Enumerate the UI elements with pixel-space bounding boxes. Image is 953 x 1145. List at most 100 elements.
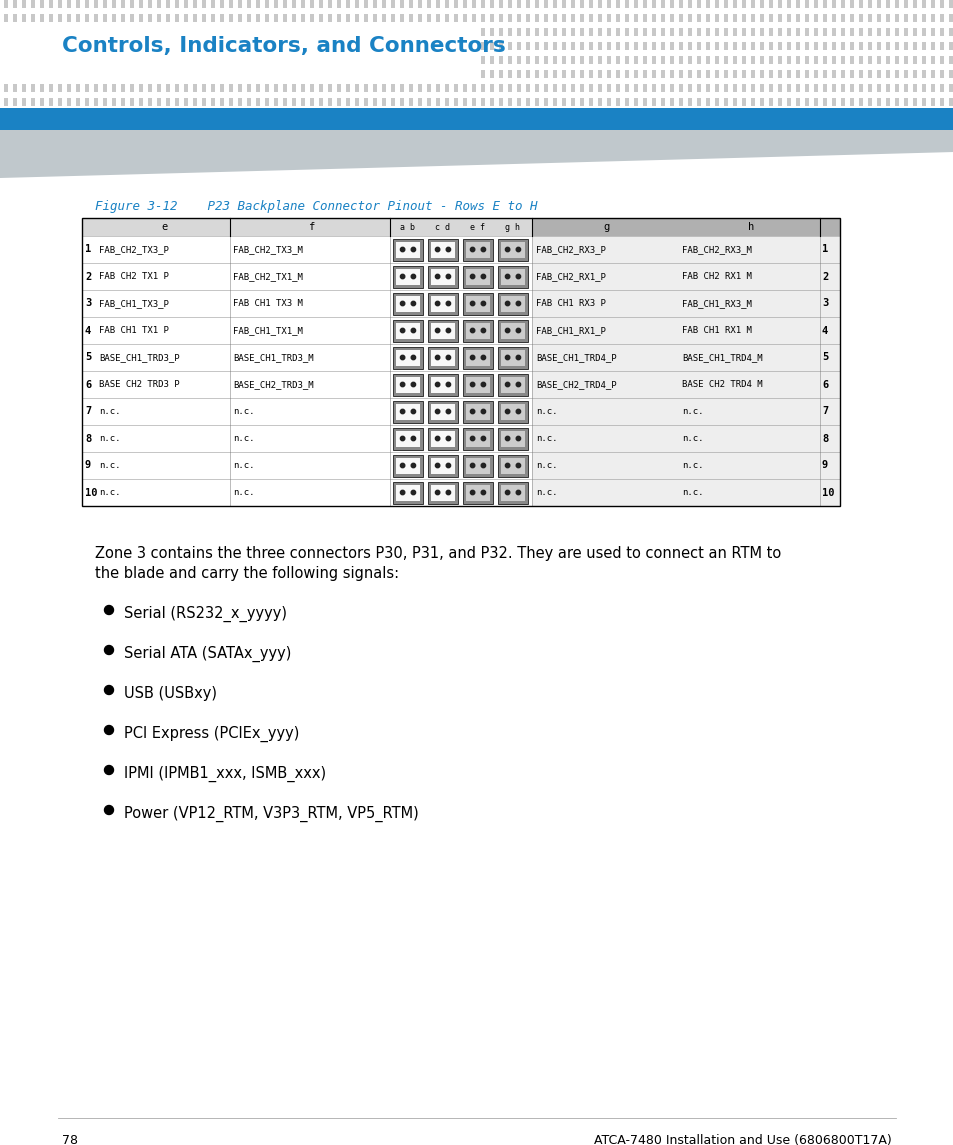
Bar — [274, 84, 277, 92]
Bar — [310, 42, 314, 50]
Bar — [184, 0, 188, 8]
Bar — [13, 84, 17, 92]
Bar — [364, 70, 368, 78]
Bar — [921, 14, 925, 22]
Circle shape — [480, 355, 485, 360]
Bar — [393, 482, 422, 504]
Bar — [40, 0, 44, 8]
Bar — [220, 70, 224, 78]
Bar — [454, 42, 457, 50]
Bar — [921, 42, 925, 50]
Bar — [310, 14, 314, 22]
Text: 10: 10 — [85, 488, 97, 497]
Bar — [417, 98, 421, 106]
Bar — [778, 14, 781, 22]
Bar — [237, 42, 242, 50]
Bar — [876, 98, 880, 106]
Bar — [49, 0, 53, 8]
Circle shape — [400, 436, 404, 441]
Bar — [355, 98, 358, 106]
Bar — [395, 268, 419, 284]
Bar — [858, 98, 862, 106]
Bar — [939, 14, 943, 22]
Bar — [112, 84, 116, 92]
Bar — [428, 427, 457, 450]
Bar — [346, 84, 350, 92]
Bar — [598, 14, 601, 22]
Bar — [202, 84, 206, 92]
Bar — [391, 98, 395, 106]
Text: f: f — [308, 222, 314, 232]
Bar — [705, 84, 709, 92]
Bar — [472, 42, 476, 50]
Bar — [634, 56, 638, 64]
Circle shape — [411, 409, 416, 413]
Bar — [462, 427, 493, 450]
Bar — [301, 56, 305, 64]
Bar — [553, 42, 557, 50]
Bar — [462, 0, 467, 8]
Text: n.c.: n.c. — [233, 461, 254, 469]
Bar — [237, 70, 242, 78]
Bar — [472, 70, 476, 78]
Bar — [598, 27, 601, 35]
Bar — [391, 14, 395, 22]
Bar — [616, 27, 619, 35]
Bar — [82, 479, 840, 506]
Bar — [431, 458, 455, 474]
Bar — [454, 70, 457, 78]
Bar — [651, 42, 656, 50]
Bar — [462, 292, 493, 315]
Bar — [428, 401, 457, 423]
Circle shape — [435, 301, 439, 306]
Bar — [885, 84, 889, 92]
Circle shape — [470, 490, 475, 495]
Bar — [318, 56, 323, 64]
Bar — [274, 56, 277, 64]
Bar — [103, 42, 107, 50]
Bar — [49, 42, 53, 50]
Text: Zone 3 contains the three connectors P30, P31, and P32. They are used to connect: Zone 3 contains the three connectors P30… — [95, 546, 781, 561]
Bar — [525, 27, 530, 35]
Bar — [465, 458, 490, 474]
Bar — [894, 70, 898, 78]
Bar — [428, 347, 457, 369]
Bar — [768, 56, 772, 64]
Bar — [428, 238, 457, 261]
Text: n.c.: n.c. — [233, 488, 254, 497]
Bar — [76, 27, 80, 35]
Circle shape — [470, 464, 475, 467]
Bar — [121, 70, 125, 78]
Circle shape — [516, 247, 520, 252]
Bar — [373, 0, 376, 8]
Bar — [642, 0, 646, 8]
Bar — [130, 70, 133, 78]
Bar — [813, 14, 817, 22]
Bar — [579, 14, 583, 22]
Bar — [391, 70, 395, 78]
Bar — [571, 14, 575, 22]
Bar — [831, 0, 835, 8]
Bar — [462, 27, 467, 35]
Bar — [103, 27, 107, 35]
Bar — [82, 344, 840, 371]
Bar — [500, 484, 524, 500]
Bar — [318, 98, 323, 106]
Text: n.c.: n.c. — [536, 434, 557, 443]
Bar — [255, 27, 260, 35]
Circle shape — [446, 329, 450, 333]
Circle shape — [516, 301, 520, 306]
Bar — [431, 295, 455, 311]
Bar — [532, 236, 840, 263]
Bar — [265, 42, 269, 50]
Circle shape — [446, 490, 450, 495]
Bar — [283, 0, 287, 8]
Bar — [858, 27, 862, 35]
Bar — [184, 14, 188, 22]
Bar — [912, 98, 916, 106]
Circle shape — [446, 355, 450, 360]
Text: 10: 10 — [821, 488, 834, 497]
Bar — [532, 344, 840, 371]
Bar — [148, 98, 152, 106]
Bar — [588, 56, 593, 64]
